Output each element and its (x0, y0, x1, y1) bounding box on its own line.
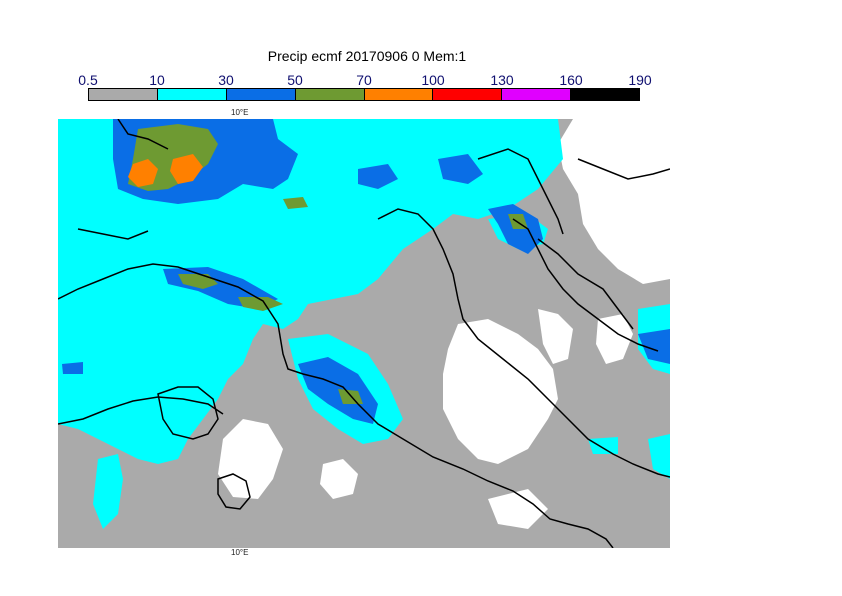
map-title: Precip ecmf 20170906 0 Mem:1 (267, 48, 467, 64)
legend-label: 190 (628, 72, 652, 88)
legend-label: 130 (490, 72, 514, 88)
legend-swatch (433, 89, 503, 100)
legend-swatch (571, 89, 639, 100)
legend-label: 100 (421, 72, 445, 88)
legend-label: 30 (218, 72, 234, 88)
no-precip-areas (218, 119, 670, 529)
legend-swatch (226, 89, 296, 100)
precipitation-map (58, 119, 670, 548)
legend-swatch (295, 89, 365, 100)
color-legend-bar (88, 88, 640, 101)
legend-labels: 0.5 10 30 50 70 100 130 160 190 (0, 72, 842, 90)
legend-label: 160 (559, 72, 583, 88)
legend-label: 50 (287, 72, 303, 88)
legend-swatch (364, 89, 434, 100)
legend-swatch (502, 89, 572, 100)
legend-swatch (89, 89, 158, 100)
legend-swatch (157, 89, 227, 100)
legend-label: 70 (356, 72, 372, 88)
precip-70-100-areas (128, 154, 203, 187)
legend-label: 10 (149, 72, 165, 88)
legend-label: 0.5 (78, 72, 98, 88)
coastlines (58, 119, 670, 548)
longitude-label-top: 10°E (231, 108, 249, 117)
longitude-label-bottom: 10°E (231, 548, 249, 557)
